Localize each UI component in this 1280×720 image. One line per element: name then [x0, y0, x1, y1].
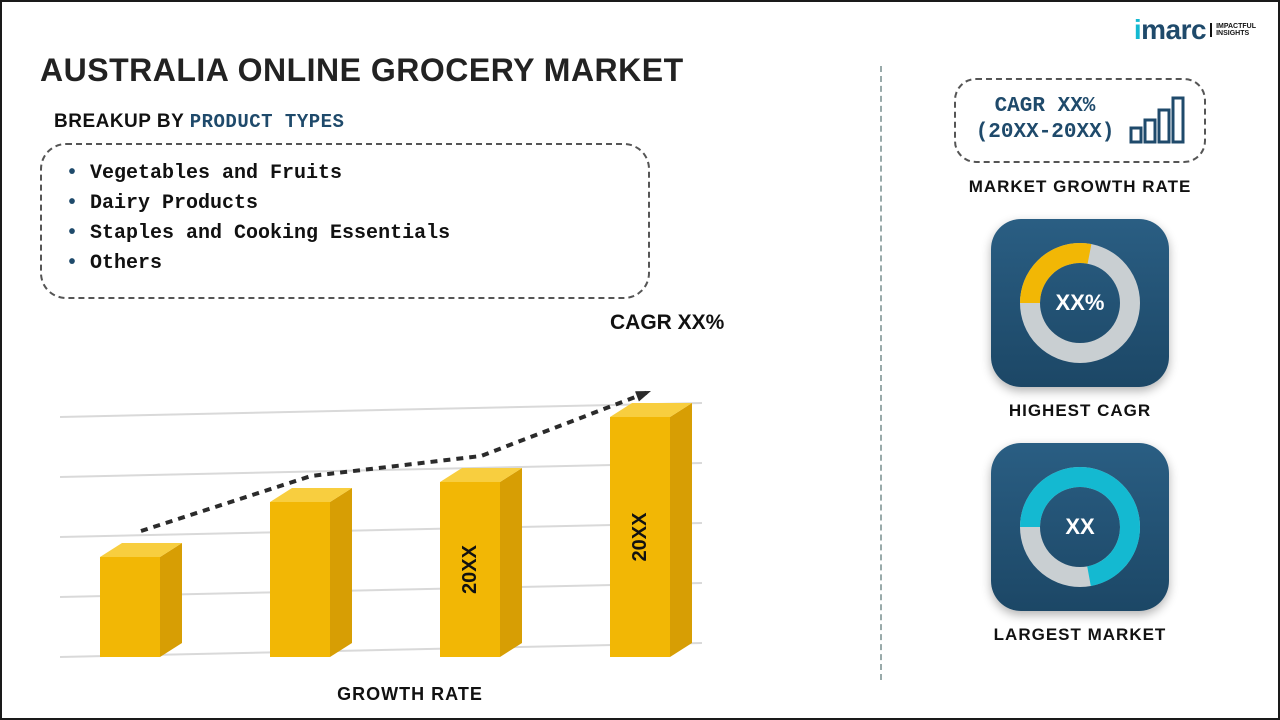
largest-market-label: LARGEST MARKET	[994, 625, 1167, 645]
svg-text:20XX: 20XX	[629, 512, 651, 562]
product-types-box: Vegetables and FruitsDairy ProductsStapl…	[40, 143, 650, 299]
vertical-divider	[880, 66, 882, 680]
product-type-item: Vegetables and Fruits	[66, 159, 624, 189]
product-types-list: Vegetables and FruitsDairy ProductsStapl…	[66, 159, 624, 279]
brand-logo: iimarcmarc IMPACTFULINSIGHTS	[1134, 14, 1256, 46]
main-panel: AUSTRALIA ONLINE GROCERY MARKET BREAKUP …	[40, 52, 860, 692]
highest-cagr-tile: XX%	[991, 219, 1169, 387]
logo-text: iimarcmarc	[1134, 14, 1206, 46]
cagr-box: CAGR XX%(20XX-20XX)	[954, 78, 1207, 163]
product-type-item: Others	[66, 249, 624, 279]
highest-cagr-label: HIGHEST CAGR	[1009, 401, 1151, 421]
growth-bar-chart: 20XX20XX CAGR XX% GROWTH RATE	[40, 317, 780, 677]
product-type-item: Staples and Cooking Essentials	[66, 219, 624, 249]
largest-market-tile: XX	[991, 443, 1169, 611]
x-axis-label: GROWTH RATE	[337, 684, 483, 705]
cagr-annotation: CAGR XX%	[610, 311, 724, 335]
breakup-heading: BREAKUP BY PRODUCT TYPES	[40, 111, 860, 133]
logo-tagline: IMPACTFULINSIGHTS	[1210, 23, 1256, 37]
highest-cagr-value: XX%	[1056, 290, 1105, 316]
page-title: AUSTRALIA ONLINE GROCERY MARKET	[40, 52, 860, 89]
product-type-item: Dairy Products	[66, 189, 624, 219]
svg-text:20XX: 20XX	[459, 544, 481, 594]
growth-rate-label: MARKET GROWTH RATE	[969, 177, 1192, 197]
right-panel: CAGR XX%(20XX-20XX) MARKET GROWTH RATE X…	[910, 78, 1250, 667]
bar-growth-icon	[1128, 94, 1186, 146]
cagr-text: CAGR XX%(20XX-20XX)	[976, 94, 1115, 147]
largest-market-value: XX	[1065, 514, 1094, 540]
